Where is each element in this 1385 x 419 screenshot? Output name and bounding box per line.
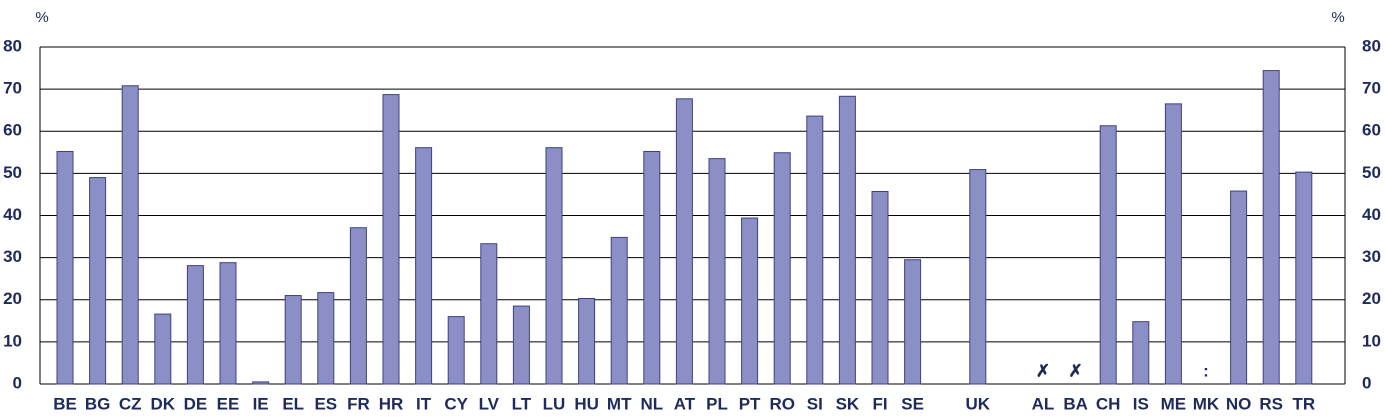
x-tick-label: AT bbox=[674, 394, 696, 413]
value-label: ✗ bbox=[1068, 361, 1082, 380]
bar bbox=[904, 259, 922, 385]
y-tick-label-right: 20 bbox=[1362, 289, 1381, 308]
x-tick-label: AL bbox=[1032, 394, 1055, 413]
bar bbox=[1164, 103, 1182, 385]
bar bbox=[643, 150, 661, 385]
y-tick-label: 10 bbox=[3, 331, 22, 350]
x-tick-label: LT bbox=[512, 394, 532, 413]
x-tick-label: TR bbox=[1292, 394, 1315, 413]
y-axis-unit-left: % bbox=[35, 9, 48, 26]
x-tick-label: ME bbox=[1161, 394, 1187, 413]
y-tick-label: 70 bbox=[3, 79, 22, 98]
y-tick-label: 20 bbox=[3, 289, 22, 308]
x-tick-label: NO bbox=[1226, 394, 1252, 413]
bar bbox=[1230, 190, 1248, 385]
x-tick-label: ES bbox=[314, 394, 337, 413]
y-tick-label-right: 70 bbox=[1362, 79, 1381, 98]
y-tick-label: 60 bbox=[3, 121, 22, 140]
x-tick-label: IS bbox=[1133, 394, 1149, 413]
y-tick-label-right: 40 bbox=[1362, 205, 1381, 224]
y-tick-label-right: 0 bbox=[1362, 373, 1371, 392]
bar bbox=[512, 305, 530, 385]
bar bbox=[154, 313, 172, 385]
bar bbox=[317, 292, 335, 385]
bar bbox=[871, 190, 889, 385]
y-tick-label-right: 30 bbox=[1362, 247, 1381, 266]
x-tick-label: CH bbox=[1096, 394, 1121, 413]
bar bbox=[545, 147, 563, 385]
bar bbox=[186, 265, 204, 385]
x-tick-label: MT bbox=[607, 394, 632, 413]
y-tick-label: 30 bbox=[3, 247, 22, 266]
bar bbox=[382, 94, 400, 385]
x-tick-label: LU bbox=[543, 394, 566, 413]
x-tick-label: IT bbox=[416, 394, 432, 413]
x-tick-label: SI bbox=[807, 394, 823, 413]
y-tick-label: 0 bbox=[13, 373, 22, 392]
x-tick-label: DK bbox=[151, 394, 176, 413]
bar bbox=[1295, 171, 1313, 385]
bar bbox=[56, 150, 74, 385]
bar bbox=[610, 236, 628, 385]
y-tick-label: 80 bbox=[3, 36, 22, 55]
x-tick-label: EL bbox=[282, 394, 304, 413]
x-tick-label: FI bbox=[872, 394, 887, 413]
bar bbox=[741, 217, 759, 385]
x-tick-label: SE bbox=[901, 394, 924, 413]
bar bbox=[252, 381, 270, 385]
x-tick-label: PT bbox=[739, 394, 761, 413]
y-tick-label: 50 bbox=[3, 163, 22, 182]
bar bbox=[447, 316, 465, 385]
bar bbox=[838, 95, 856, 385]
bar bbox=[415, 147, 433, 385]
x-tick-label: PL bbox=[706, 394, 728, 413]
bar bbox=[708, 158, 726, 385]
y-tick-label-right: 10 bbox=[1362, 331, 1381, 350]
bar bbox=[1262, 70, 1280, 385]
y-axis-unit-right: % bbox=[1331, 9, 1344, 26]
y-tick-label: 40 bbox=[3, 205, 22, 224]
bar bbox=[219, 262, 237, 385]
x-tick-label: BE bbox=[53, 394, 77, 413]
bar bbox=[121, 85, 139, 385]
bar bbox=[675, 98, 693, 385]
y-tick-label-right: 60 bbox=[1362, 121, 1381, 140]
x-tick-label: HU bbox=[574, 394, 599, 413]
bar bbox=[89, 177, 107, 385]
bar bbox=[284, 295, 302, 385]
x-tick-label: UK bbox=[966, 394, 991, 413]
bar bbox=[773, 152, 791, 385]
value-label: ✗ bbox=[1036, 361, 1050, 380]
x-tick-label: SK bbox=[836, 394, 860, 413]
y-tick-label-right: 50 bbox=[1362, 163, 1381, 182]
x-tick-label: DE bbox=[184, 394, 208, 413]
x-tick-label: FR bbox=[347, 394, 370, 413]
bar bbox=[1132, 321, 1150, 385]
x-tick-label: NL bbox=[640, 394, 663, 413]
bar bbox=[578, 297, 596, 385]
value-label: : bbox=[1203, 361, 1209, 380]
x-tick-label: HR bbox=[379, 394, 404, 413]
bar bbox=[349, 227, 367, 385]
x-tick-label: BA bbox=[1063, 394, 1088, 413]
x-tick-label: BG bbox=[85, 394, 111, 413]
bar bbox=[480, 243, 498, 385]
bar bbox=[806, 115, 824, 385]
x-tick-label: LV bbox=[479, 394, 500, 413]
x-tick-label: CY bbox=[444, 394, 468, 413]
x-tick-label: MK bbox=[1193, 394, 1220, 413]
x-tick-label: RS bbox=[1259, 394, 1283, 413]
y-tick-label-right: 80 bbox=[1362, 36, 1381, 55]
x-tick-label: IE bbox=[253, 394, 269, 413]
bar bbox=[1099, 125, 1117, 385]
x-tick-label: EE bbox=[217, 394, 240, 413]
x-tick-label: RO bbox=[769, 394, 795, 413]
bar bbox=[969, 169, 987, 385]
x-tick-label: CZ bbox=[119, 394, 142, 413]
